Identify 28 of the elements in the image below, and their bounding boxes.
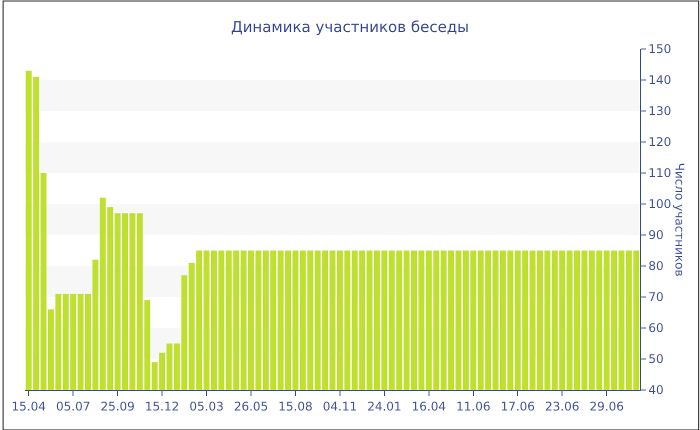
y-tick-label: 130 bbox=[648, 104, 672, 118]
x-tick-label: 16.04 bbox=[412, 399, 446, 414]
y-tick-label: 90 bbox=[648, 228, 664, 242]
x-tick-label: 05.07 bbox=[56, 399, 90, 414]
x-tick-label: 05.03 bbox=[189, 399, 224, 414]
y-tick-label: 140 bbox=[648, 73, 672, 88]
y-axis-title: Число участников bbox=[672, 162, 686, 277]
x-tick-label: 15.08 bbox=[278, 399, 313, 414]
chart-title: Динамика участников беседы bbox=[230, 18, 470, 36]
x-tick-label: 11.06 bbox=[456, 399, 490, 414]
x-tick-label: 15.04 bbox=[12, 399, 46, 414]
x-tick-label: 23.06 bbox=[545, 399, 580, 414]
y-tick-label: 120 bbox=[648, 135, 672, 150]
y-tick-label: 60 bbox=[648, 321, 664, 336]
x-tick-label: 26.05 bbox=[234, 399, 268, 414]
x-tick-label: 04.11 bbox=[322, 399, 358, 414]
x-tick-label: 25.09 bbox=[100, 399, 135, 414]
y-tick-label: 80 bbox=[648, 259, 664, 274]
x-tick-label: 24.01 bbox=[367, 399, 402, 414]
y-tick-label: 50 bbox=[648, 352, 664, 366]
x-tick-label: 17.06 bbox=[500, 399, 535, 414]
y-tick-label: 70 bbox=[648, 290, 664, 304]
y-tick-label: 100 bbox=[648, 197, 672, 212]
y-tick-label: 150 bbox=[648, 42, 672, 56]
x-tick-label: 29.06 bbox=[589, 399, 624, 414]
x-tick-label: 15.12 bbox=[144, 399, 180, 414]
y-tick-label: 110 bbox=[648, 166, 672, 180]
y-tick-label: 40 bbox=[648, 383, 664, 398]
